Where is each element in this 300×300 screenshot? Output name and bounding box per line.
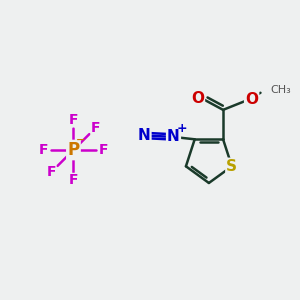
Text: F: F — [38, 143, 48, 157]
Text: O: O — [191, 91, 204, 106]
Text: N: N — [167, 129, 180, 144]
Text: N: N — [138, 128, 150, 143]
Text: F: F — [99, 143, 109, 157]
Text: P: P — [68, 141, 80, 159]
Text: F: F — [69, 173, 78, 187]
Text: S: S — [226, 159, 237, 174]
Text: O: O — [245, 92, 258, 107]
Text: F: F — [91, 121, 101, 135]
Text: F: F — [46, 165, 56, 179]
Text: F: F — [69, 113, 78, 127]
Text: +: + — [176, 122, 187, 135]
Text: CH₃: CH₃ — [271, 85, 292, 95]
Text: −: − — [76, 135, 86, 145]
